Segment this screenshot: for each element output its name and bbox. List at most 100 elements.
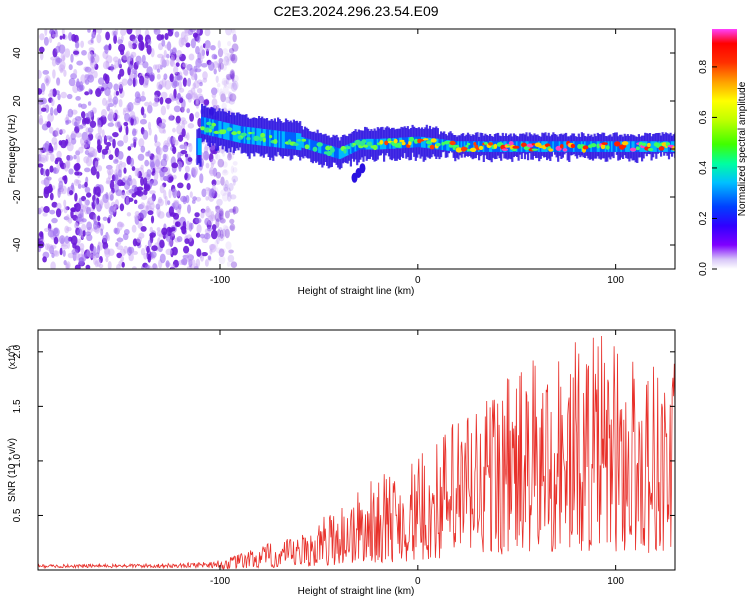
noise-dot [62,33,66,40]
noise-dot [133,214,141,220]
noise-dot [73,252,81,261]
band-inner [199,138,202,155]
noise-dot [219,62,224,70]
noise-dot [70,53,74,63]
noise-dot [231,175,239,183]
x-tick-label: -100 [210,275,230,286]
band-core [399,139,405,143]
band-inner [311,140,314,151]
noise-dot [131,166,136,172]
noise-dot [199,45,204,56]
band-inner [315,141,318,152]
band-inner [375,138,378,150]
noise-dot [228,155,234,160]
noise-dot [201,209,206,214]
noise-dot [140,145,146,153]
noise-dot [114,174,119,185]
noise-dot [41,107,47,112]
noise-dot [140,176,144,186]
noise-dot [184,238,190,245]
noise-dot [115,189,123,197]
noise-dot [191,69,197,78]
noise-scatter [38,29,239,269]
noise-dot [229,69,235,80]
noise-dot [73,50,80,55]
noise-dot [113,206,117,213]
band-inner [422,137,425,148]
snr-y-ticks: 0.5 1.0 1.5 2.0 [12,344,675,522]
noise-dot [177,182,184,189]
y-tick-label: 1.0 [12,454,23,468]
noise-dot [227,254,235,263]
band-inner [663,141,666,152]
noise-dot [180,150,188,155]
band-core [647,147,654,152]
noise-dot [57,188,61,199]
noise-dot [219,218,226,224]
band-inner [473,141,476,152]
band-inner [327,145,330,156]
band-core [206,121,212,126]
noise-dot [83,156,90,164]
noise-dot [67,108,74,118]
noise-dot [60,91,67,99]
noise-dot [183,245,190,254]
noise-dot [185,42,191,48]
noise-dot [102,97,107,106]
noise-dot [178,80,182,90]
noise-dot [229,93,237,102]
noise-dot [81,111,86,119]
band-core [562,148,568,152]
noise-dot [159,253,166,264]
band-inner [338,148,341,160]
noise-dot [102,216,108,221]
noise-dot [185,195,190,204]
noise-dot [44,75,51,85]
snr-x-ticks: -100 0 100 [210,330,624,587]
noise-dot [38,88,43,95]
noise-dot [173,65,179,75]
noise-dot [121,162,127,168]
noise-dot [140,106,145,116]
noise-dot [124,112,131,122]
noise-dot [59,67,64,74]
noise-dot [192,32,198,38]
band-inner [484,141,487,152]
noise-dot [168,176,174,182]
band-inner [633,141,636,152]
band-inner [631,141,634,152]
band-inner [319,142,322,154]
noise-dot [120,256,124,262]
noise-dot [232,178,236,186]
noise-dot [49,165,54,173]
band-inner [371,138,375,150]
noise-dot [188,53,195,61]
noise-dot [128,73,134,80]
band-inner [459,141,462,152]
noise-dot [106,234,111,242]
band-inner [406,137,409,148]
band-inner [470,141,473,152]
noise-dot [63,205,68,214]
noise-dot [116,245,124,251]
noise-dot [230,70,235,81]
colorbar-ticks: 0.0 0.2 0.4 0.6 0.8 [698,60,717,276]
band-core [600,144,606,150]
spectrogram-x-ticks: -100 0 100 [210,29,624,286]
noise-dot [223,187,229,191]
noise-dot [74,221,79,229]
noise-dot [173,199,180,208]
band-inner [278,130,281,148]
noise-dot [225,58,231,66]
noise-dot [90,166,97,176]
noise-dot [203,99,210,106]
band-core [260,132,266,138]
noise-dot [137,153,145,161]
noise-dot [217,48,224,58]
noise-dot [38,118,44,126]
noise-dot [147,39,152,46]
noise-dot [183,69,189,77]
band-core [620,144,627,149]
noise-dot [87,127,94,133]
noise-dot [90,37,94,44]
